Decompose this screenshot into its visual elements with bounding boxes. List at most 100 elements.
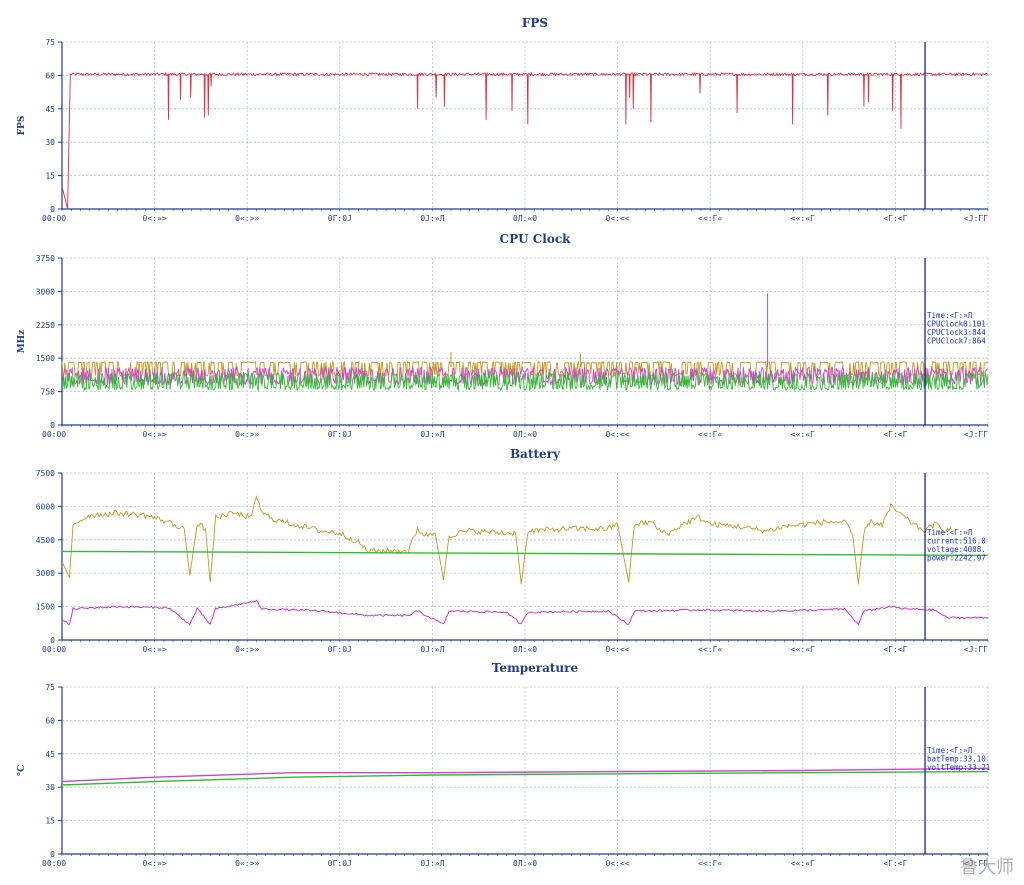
series-line xyxy=(61,495,952,585)
y-tick-label: 15 xyxy=(45,817,55,826)
chart-panel-1: CPU Clock 00:00 0<:»> 0«:>» 0Γ:0J 0J:»Л 0Л:«0 0… xyxy=(0,228,1024,443)
y-tick-label: 4500 xyxy=(36,536,55,545)
x-tick-label: 0J:»Л xyxy=(420,430,444,439)
y-tick-label: 30 xyxy=(45,783,55,792)
y-tick-label: 6000 xyxy=(36,502,55,511)
y-tick-label: 45 xyxy=(45,750,55,759)
tooltip-line: batTemp:33.10 xyxy=(927,755,986,764)
y-axis-label: °C xyxy=(17,765,27,777)
chart-svg: 00:00 0<:»> 0«:>» 0Γ:0J 0J:»Л 0Л:«0 0<:<< <<:Γ«… xyxy=(17,683,990,868)
y-tick-label: 15 xyxy=(45,172,55,181)
x-tick-label: <<:Γ« xyxy=(698,214,722,223)
tooltip-line: voltTemp:33.21 xyxy=(927,763,990,772)
y-tick-label: 750 xyxy=(41,388,56,397)
y-tick-label: 75 xyxy=(45,38,55,47)
x-tick-label: 0<:<< xyxy=(606,859,630,868)
x-tick-label: <«:«Γ xyxy=(791,645,815,654)
tooltip-line: Time:<Γ:»Л xyxy=(927,311,972,320)
y-tick-label: 0 xyxy=(50,421,55,430)
y-tick-label: 0 xyxy=(50,850,55,859)
y-tick-label: 1500 xyxy=(36,603,55,612)
x-tick-label: 00:00 xyxy=(42,859,66,868)
x-tick-label: 00:00 xyxy=(42,645,66,654)
y-tick-label: 1500 xyxy=(36,354,55,363)
x-tick-label: <J:ΓΓ xyxy=(964,430,988,439)
x-tick-label: 0<:»> xyxy=(143,859,167,868)
x-tick-label: 0Γ:0J xyxy=(328,859,352,868)
x-tick-label: 00:00 xyxy=(42,214,66,223)
series-line xyxy=(61,371,989,392)
x-tick-label: <J:ΓΓ xyxy=(964,645,988,654)
y-tick-label: 0 xyxy=(50,636,55,645)
chart-panel-0: FPS 00:00 0<:»> 0«:>» 0Γ:0J 0J:»Л 0Л:«0 0<:<< <<… xyxy=(0,12,1024,227)
x-tick-label: 0<:<< xyxy=(606,645,630,654)
x-tick-label: <J:ΓΓ xyxy=(964,859,988,868)
chart-title: Temperature xyxy=(491,661,579,675)
x-tick-label: 0«:>» xyxy=(235,430,259,439)
x-tick-label: <Γ:<Γ xyxy=(883,859,907,868)
y-tick-label: 7500 xyxy=(36,469,55,478)
watermark-logo: 鲁大师 xyxy=(960,857,1014,878)
chart-svg: 00:00 0<:»> 0«:>» 0Γ:0J 0J:»Л 0Л:«0 0<:<< <<:Γ«… xyxy=(17,254,989,439)
tooltip-line: current:516.0 xyxy=(927,537,986,546)
x-tick-label: 0«:>» xyxy=(235,645,259,654)
x-tick-label: 0J:»Л xyxy=(420,214,444,223)
y-tick-label: 0 xyxy=(50,205,55,214)
x-tick-label: <Γ:<Γ xyxy=(883,645,907,654)
chart-svg: 00:00 0<:»> 0«:>» 0Γ:0J 0J:»Л 0Л:«0 0<:<< <<:Γ«… xyxy=(17,38,989,223)
x-tick-label: 0J:»Л xyxy=(420,859,444,868)
x-tick-label: <«:«Γ xyxy=(791,214,815,223)
x-tick-label: 0<:»> xyxy=(143,430,167,439)
x-tick-label: <Γ:<Γ xyxy=(883,430,907,439)
x-tick-label: 0<:»> xyxy=(143,645,167,654)
y-tick-label: 30 xyxy=(45,138,55,147)
y-tick-label: 60 xyxy=(45,71,55,80)
series-line xyxy=(61,767,989,783)
x-tick-label: <<:Γ« xyxy=(698,430,722,439)
series-line xyxy=(61,71,989,210)
x-tick-label: <J:ΓΓ xyxy=(964,214,988,223)
chart-panel-2: Battery 00:00 0<:»> 0«:>» 0Γ:0J 0J:»Л 0Л:«0 0<:… xyxy=(0,443,1024,658)
x-tick-label: 0Л:«0 xyxy=(513,214,537,223)
x-tick-label: <<:Γ« xyxy=(698,859,722,868)
series-line xyxy=(61,550,989,557)
y-axis-label: MHz xyxy=(17,330,27,354)
x-tick-label: 0«:>» xyxy=(235,859,259,868)
x-tick-label: 0Л:«0 xyxy=(513,859,537,868)
y-tick-label: 3000 xyxy=(36,287,55,296)
x-tick-label: <<:Γ« xyxy=(698,645,722,654)
tooltip-line: CPUClock3:844 xyxy=(927,328,986,337)
series-line xyxy=(61,599,989,626)
x-tick-label: <«:«Γ xyxy=(791,430,815,439)
tooltip-line: Time:<Γ:»Л xyxy=(927,746,972,755)
x-tick-label: 0Л:«0 xyxy=(513,645,537,654)
series-line xyxy=(61,770,989,786)
tooltip-line: power:2242.97 xyxy=(927,554,986,563)
x-tick-label: 0<:»> xyxy=(143,214,167,223)
chart-svg: 00:00 0<:»> 0«:>» 0Γ:0J 0J:»Л 0Л:«0 0<:<< <<:Γ«… xyxy=(36,469,989,654)
x-tick-label: 0«:>» xyxy=(235,214,259,223)
chart-title: Battery xyxy=(510,447,560,461)
y-tick-label: 60 xyxy=(45,716,55,725)
tooltip-line: Time:<Γ:»Л xyxy=(927,528,972,537)
tooltip-line: CPUClock7:864 xyxy=(927,337,986,346)
x-tick-label: <Γ:<Γ xyxy=(883,214,907,223)
x-tick-label: 0Γ:0J xyxy=(328,645,352,654)
chart-panel-3: Temperature 00:00 0<:»> 0«:>» 0Γ:0J 0J:»Л 0Л:«… xyxy=(0,657,1024,872)
chart-title: FPS xyxy=(521,16,549,30)
x-tick-label: <«:«Γ xyxy=(791,859,815,868)
y-axis-label: FPS xyxy=(17,116,27,136)
tooltip-line: voltage:4008. xyxy=(927,545,986,554)
x-tick-label: 0Γ:0J xyxy=(328,214,352,223)
chart-title: CPU Clock xyxy=(499,232,571,246)
y-tick-label: 3750 xyxy=(36,254,55,263)
x-tick-label: 0Γ:0J xyxy=(328,430,352,439)
x-tick-label: 0<:<< xyxy=(606,430,630,439)
x-tick-label: 00:00 xyxy=(42,430,66,439)
x-tick-label: 0Л:«0 xyxy=(513,430,537,439)
tooltip-line: CPUClock0:101 xyxy=(927,320,986,329)
y-tick-label: 2250 xyxy=(36,321,55,330)
y-tick-label: 75 xyxy=(45,683,55,692)
y-tick-label: 45 xyxy=(45,105,55,114)
y-tick-label: 3000 xyxy=(36,569,55,578)
